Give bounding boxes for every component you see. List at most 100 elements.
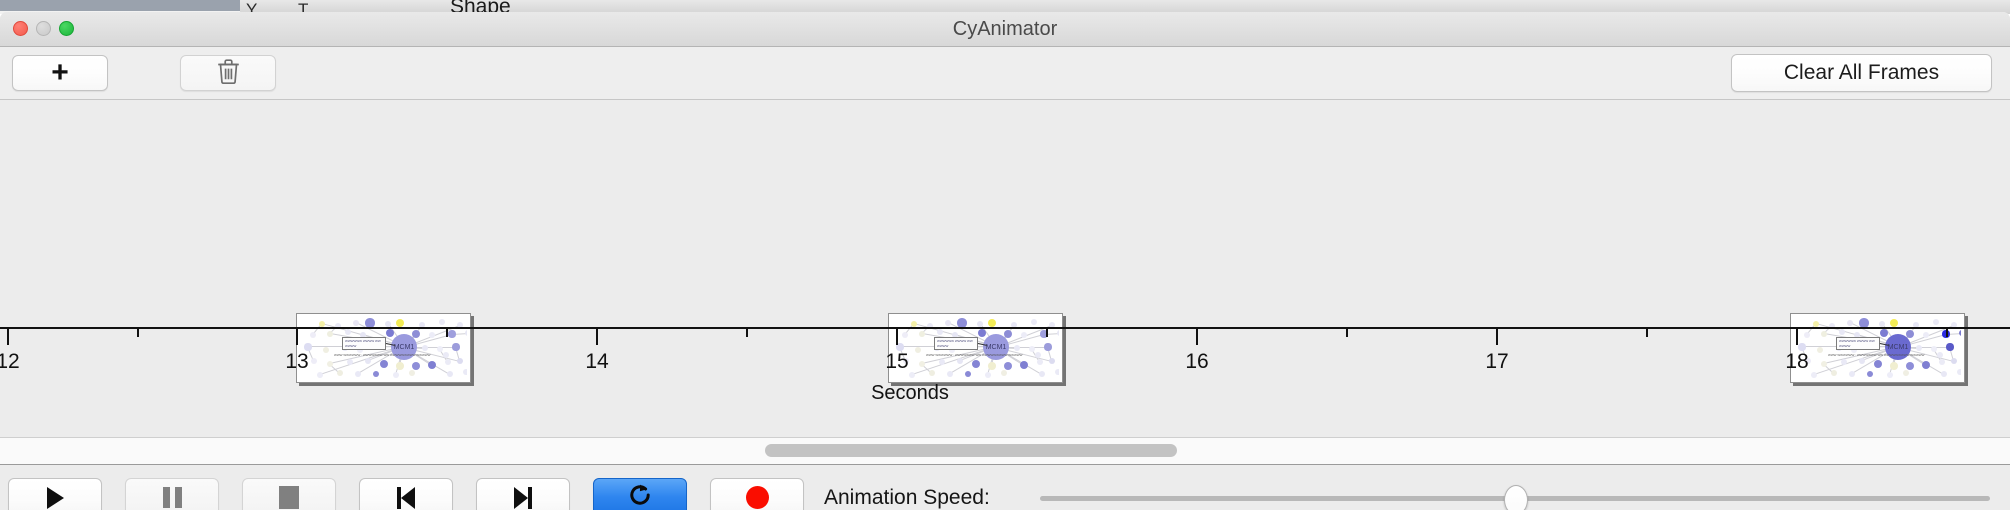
network-node xyxy=(346,358,354,366)
network-node xyxy=(987,318,997,328)
network-node xyxy=(372,370,380,378)
add-frame-button[interactable]: + xyxy=(12,55,108,91)
axis-tick-major xyxy=(1196,328,1198,345)
network-node xyxy=(971,359,981,369)
clear-all-frames-label: Clear All Frames xyxy=(1783,61,1940,84)
network-node xyxy=(385,328,395,338)
background-window-titlebar xyxy=(0,0,240,11)
network-caption: WWW WWWWWW : WWWWWWW WW WWWWWWWWW WWWWW xyxy=(334,353,431,357)
network-node xyxy=(1938,358,1946,366)
network-node xyxy=(1957,369,1961,375)
axis-tick-major xyxy=(296,328,298,345)
network-node xyxy=(1021,332,1027,338)
axis-tick-label: 13 xyxy=(285,350,309,373)
animation-speed-label: Animation Speed: xyxy=(824,486,990,509)
network-node xyxy=(379,359,389,369)
skip-previous-button[interactable] xyxy=(359,478,453,510)
background-desktop-strip: Y T Shape xyxy=(0,0,2010,14)
network-node xyxy=(1854,332,1860,338)
network-node xyxy=(1817,347,1823,353)
network-node xyxy=(337,370,343,376)
network-node xyxy=(964,370,972,378)
network-node xyxy=(956,357,964,365)
network-node xyxy=(1958,329,1961,337)
play-icon xyxy=(46,486,64,509)
network-node xyxy=(360,332,366,338)
network-node xyxy=(419,322,425,328)
network-node xyxy=(456,357,464,365)
horizontal-scrollbar-thumb[interactable] xyxy=(765,444,1177,457)
network-node xyxy=(1049,322,1055,328)
network-node xyxy=(1031,319,1037,325)
network-node xyxy=(1851,347,1857,353)
network-node xyxy=(409,370,415,376)
network-node xyxy=(1930,345,1938,353)
animation-speed-slider[interactable] xyxy=(1040,485,1990,510)
horizontal-scrollbar-track[interactable] xyxy=(0,438,2010,465)
axis-tick-minor xyxy=(1046,328,1048,337)
network-node xyxy=(927,323,933,329)
network-node xyxy=(957,318,967,328)
slider-thumb[interactable] xyxy=(1504,485,1528,510)
network-node xyxy=(902,332,908,338)
network-node xyxy=(439,319,445,325)
background-chunk xyxy=(1855,0,2010,14)
network-node xyxy=(1916,345,1922,351)
maximize-button[interactable] xyxy=(59,21,74,36)
network-node xyxy=(1933,319,1939,325)
cyanimator-window: CyAnimator + Clear All Frames MCM1 WWWWWW… xyxy=(0,12,2010,510)
stop-icon xyxy=(279,486,299,509)
network-node xyxy=(1011,322,1017,328)
network-node xyxy=(1906,330,1914,338)
network-node xyxy=(1866,370,1874,378)
network-node xyxy=(1014,345,1020,351)
frame-toolbar: + Clear All Frames xyxy=(0,47,2010,100)
minimize-button[interactable] xyxy=(36,21,51,36)
timeline-frame-thumbnail[interactable]: MCM1 WWWWWW WWWW WW WWWW WW WWWW WWWW WWW W… xyxy=(1790,313,1965,383)
timeline-frame-thumbnail[interactable]: MCM1 WWWWWW WWWW WW WWWW WW WWWW WWWW WWW W… xyxy=(888,313,1063,383)
clear-all-frames-button[interactable]: Clear All Frames xyxy=(1731,54,1992,92)
network-node xyxy=(464,329,467,337)
delete-frame-button[interactable] xyxy=(180,55,276,91)
timeline-panel[interactable]: MCM1 WWWWWW WWWW WW WWWW WW WWWW WWWW WWW W… xyxy=(0,100,2010,438)
network-node xyxy=(929,370,935,376)
network-node xyxy=(896,343,904,351)
playback-controls-bar: Animation Speed: xyxy=(0,465,2010,510)
network-node xyxy=(1903,370,1909,376)
axis-tick-major xyxy=(596,328,598,345)
network-node xyxy=(1035,352,1041,358)
network-node xyxy=(443,352,449,358)
network-node xyxy=(1951,322,1957,328)
network-node xyxy=(1846,319,1854,327)
network-node xyxy=(1950,357,1958,365)
record-button[interactable] xyxy=(710,478,804,510)
network-node xyxy=(1056,329,1059,337)
network-node xyxy=(949,347,955,353)
network-node xyxy=(919,331,925,337)
network-caption: WWW WWWWWW : WWWWWWW WW WWWWWWWWW WWWWW xyxy=(1828,353,1925,357)
network-node xyxy=(412,330,420,338)
axis-tick-minor xyxy=(746,328,748,337)
network-edge xyxy=(996,347,1048,348)
axis-tick-label: 18 xyxy=(1785,350,1809,373)
plus-icon: + xyxy=(51,56,69,89)
pause-icon xyxy=(162,487,182,508)
close-button[interactable] xyxy=(13,21,28,36)
network-node xyxy=(304,343,312,351)
network-node xyxy=(1890,362,1898,370)
network-node xyxy=(436,345,444,353)
pause-button[interactable] xyxy=(125,478,219,510)
skip-next-button[interactable] xyxy=(476,478,570,510)
network-node xyxy=(311,358,317,364)
stop-button[interactable] xyxy=(242,478,336,510)
network-node xyxy=(318,320,326,328)
axis-tick-minor xyxy=(137,328,139,337)
play-button[interactable] xyxy=(8,478,102,510)
timeline-frame-thumbnail[interactable]: MCM1 WWWWWW WWWW WW WWWW WW WWWW WWWW WWW W… xyxy=(296,313,471,383)
network-node xyxy=(947,371,953,377)
network-node xyxy=(1820,360,1828,368)
network-edge xyxy=(404,347,456,348)
network-node xyxy=(384,320,392,328)
axis-tick-label: 16 xyxy=(1185,350,1209,373)
loop-button[interactable] xyxy=(593,478,687,510)
